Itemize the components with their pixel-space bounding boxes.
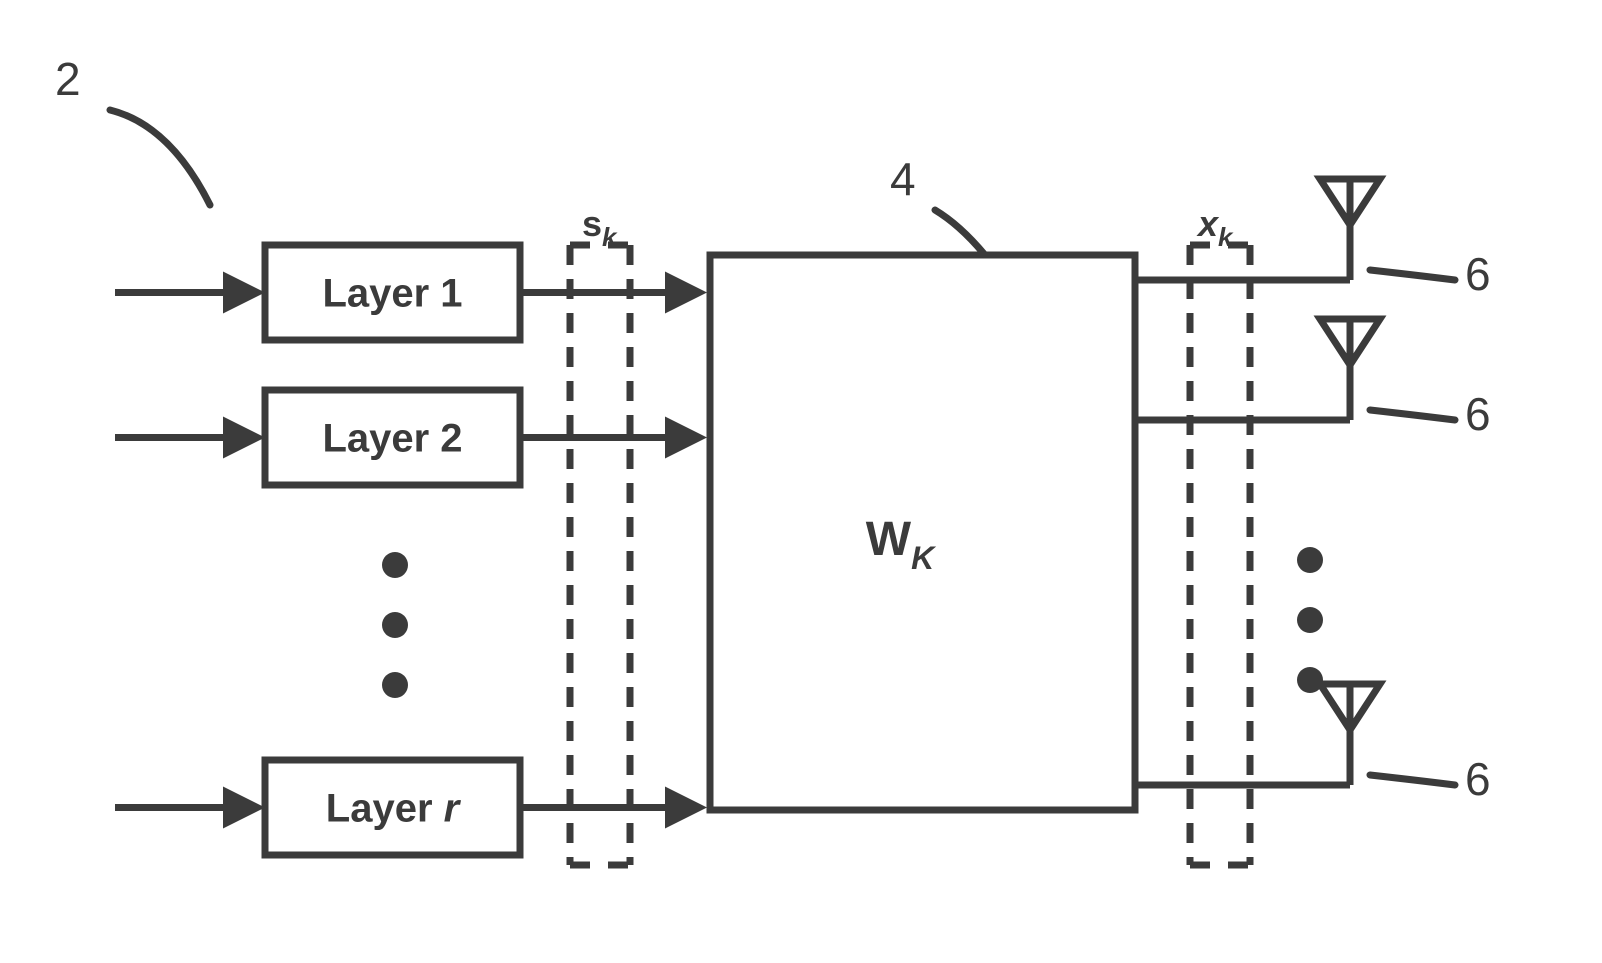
- svg-text:6: 6: [1465, 753, 1491, 805]
- svg-text:4: 4: [890, 153, 916, 205]
- svg-text:6: 6: [1465, 248, 1491, 300]
- svg-text:2: 2: [55, 53, 81, 105]
- layer-label-r: Layer r: [326, 787, 462, 831]
- svg-text:6: 6: [1465, 388, 1491, 440]
- layer-label-1: Layer 1: [322, 272, 462, 316]
- layer-label-2: Layer 2: [322, 417, 462, 461]
